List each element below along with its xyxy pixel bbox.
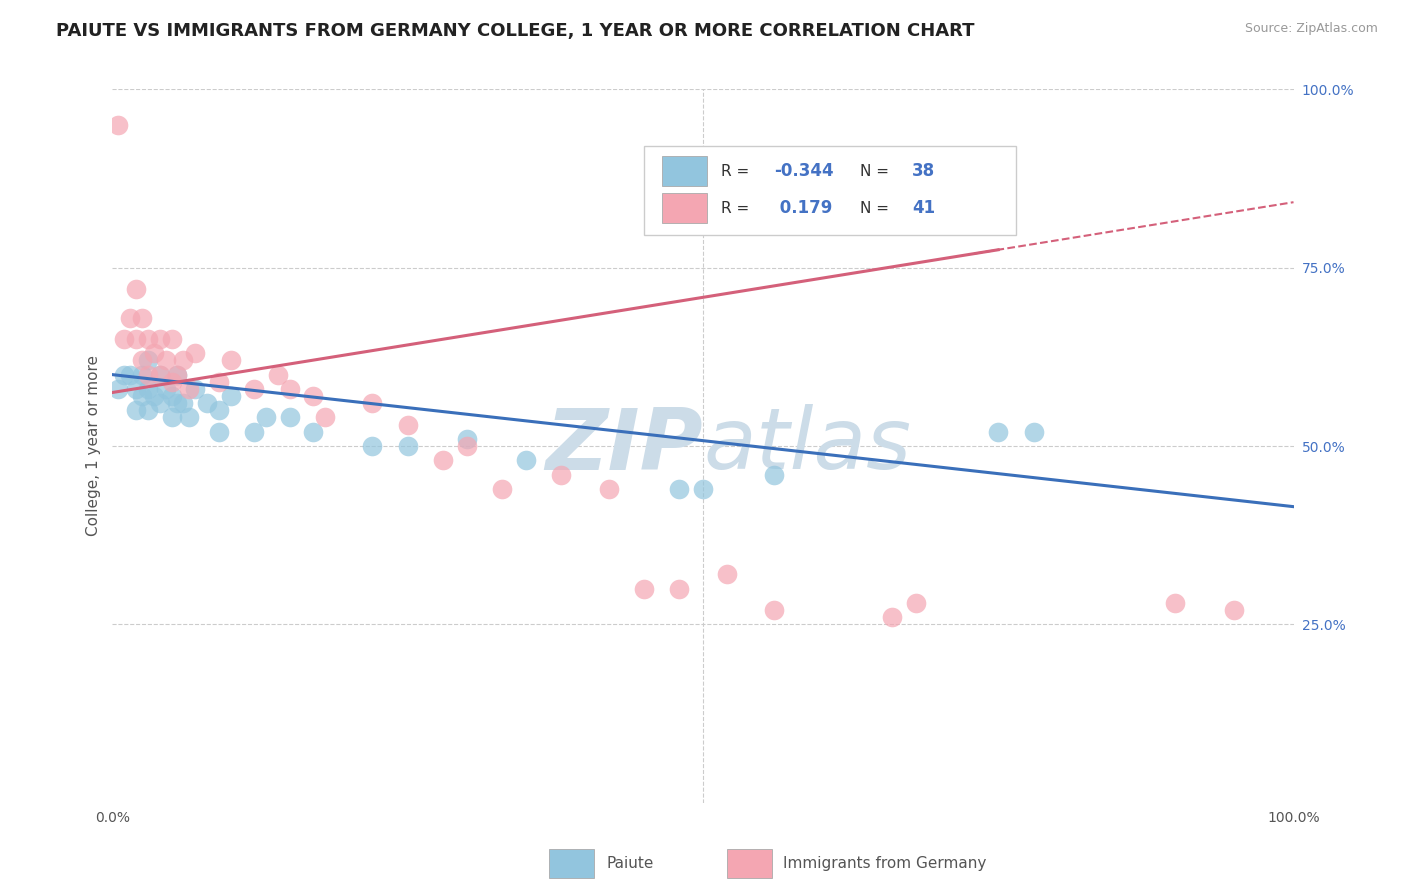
Bar: [662, 194, 707, 223]
Point: [136, 382, 159, 396]
Point: [112, 332, 135, 346]
Point: [160, 375, 183, 389]
Bar: [550, 849, 595, 878]
Point: [160, 332, 183, 346]
Point: [166, 396, 188, 410]
Point: [112, 368, 135, 382]
Point: [302, 389, 325, 403]
Point: [107, 382, 129, 396]
Point: [155, 382, 177, 396]
Point: [515, 453, 537, 467]
Point: [432, 453, 454, 467]
Point: [172, 353, 194, 368]
Point: [278, 410, 301, 425]
Point: [131, 353, 153, 368]
Point: [149, 368, 172, 382]
Point: [142, 346, 165, 360]
Point: [195, 396, 218, 410]
Point: [179, 410, 201, 425]
Text: R =: R =: [721, 201, 754, 216]
Point: [716, 567, 738, 582]
Text: Immigrants from Germany: Immigrants from Germany: [783, 856, 987, 871]
Y-axis label: College, 1 year or more: College, 1 year or more: [86, 356, 101, 536]
Text: 38: 38: [912, 162, 935, 180]
Point: [880, 610, 903, 624]
Point: [491, 482, 513, 496]
Point: [149, 368, 172, 382]
Point: [668, 582, 690, 596]
Point: [219, 353, 242, 368]
Point: [136, 403, 159, 417]
Text: ZIP: ZIP: [546, 404, 703, 488]
Point: [142, 389, 165, 403]
FancyBboxPatch shape: [644, 146, 1017, 235]
Point: [243, 382, 266, 396]
Point: [219, 389, 242, 403]
Point: [456, 439, 478, 453]
Point: [149, 396, 172, 410]
Point: [166, 368, 188, 382]
Point: [278, 382, 301, 396]
Text: atlas: atlas: [703, 404, 911, 488]
Text: N =: N =: [860, 164, 894, 178]
Text: Paiute: Paiute: [606, 856, 654, 871]
Point: [361, 396, 384, 410]
Point: [1164, 596, 1187, 610]
Point: [1223, 603, 1246, 617]
Point: [633, 582, 655, 596]
Point: [987, 425, 1010, 439]
Point: [314, 410, 336, 425]
Text: N =: N =: [860, 201, 894, 216]
Point: [550, 467, 572, 482]
Point: [131, 368, 153, 382]
Point: [361, 439, 384, 453]
Point: [254, 410, 277, 425]
Point: [179, 382, 201, 396]
Point: [160, 410, 183, 425]
Point: [396, 417, 419, 432]
Point: [125, 332, 148, 346]
Point: [120, 368, 142, 382]
Point: [762, 603, 785, 617]
Point: [136, 353, 159, 368]
Point: [131, 389, 153, 403]
Point: [692, 482, 714, 496]
Point: [762, 467, 785, 482]
Point: [208, 425, 231, 439]
Text: R =: R =: [721, 164, 754, 178]
Point: [136, 368, 159, 382]
Point: [243, 425, 266, 439]
Bar: [727, 849, 772, 878]
Point: [120, 310, 142, 325]
Point: [125, 282, 148, 296]
Text: 0.179: 0.179: [773, 200, 832, 218]
Point: [267, 368, 290, 382]
Point: [172, 396, 194, 410]
Point: [668, 482, 690, 496]
Point: [155, 353, 177, 368]
Point: [598, 482, 620, 496]
Point: [160, 389, 183, 403]
Text: 41: 41: [912, 200, 935, 218]
Point: [107, 118, 129, 132]
Point: [131, 310, 153, 325]
Point: [184, 382, 207, 396]
Point: [456, 432, 478, 446]
Point: [208, 403, 231, 417]
Point: [208, 375, 231, 389]
Text: -0.344: -0.344: [773, 162, 834, 180]
Point: [1022, 425, 1045, 439]
Point: [149, 332, 172, 346]
Point: [125, 403, 148, 417]
Point: [904, 596, 927, 610]
Text: PAIUTE VS IMMIGRANTS FROM GERMANY COLLEGE, 1 YEAR OR MORE CORRELATION CHART: PAIUTE VS IMMIGRANTS FROM GERMANY COLLEG…: [56, 22, 974, 40]
Point: [184, 346, 207, 360]
Point: [166, 368, 188, 382]
Point: [302, 425, 325, 439]
Point: [125, 382, 148, 396]
Point: [136, 332, 159, 346]
Point: [396, 439, 419, 453]
Text: Source: ZipAtlas.com: Source: ZipAtlas.com: [1244, 22, 1378, 36]
Bar: [662, 156, 707, 186]
